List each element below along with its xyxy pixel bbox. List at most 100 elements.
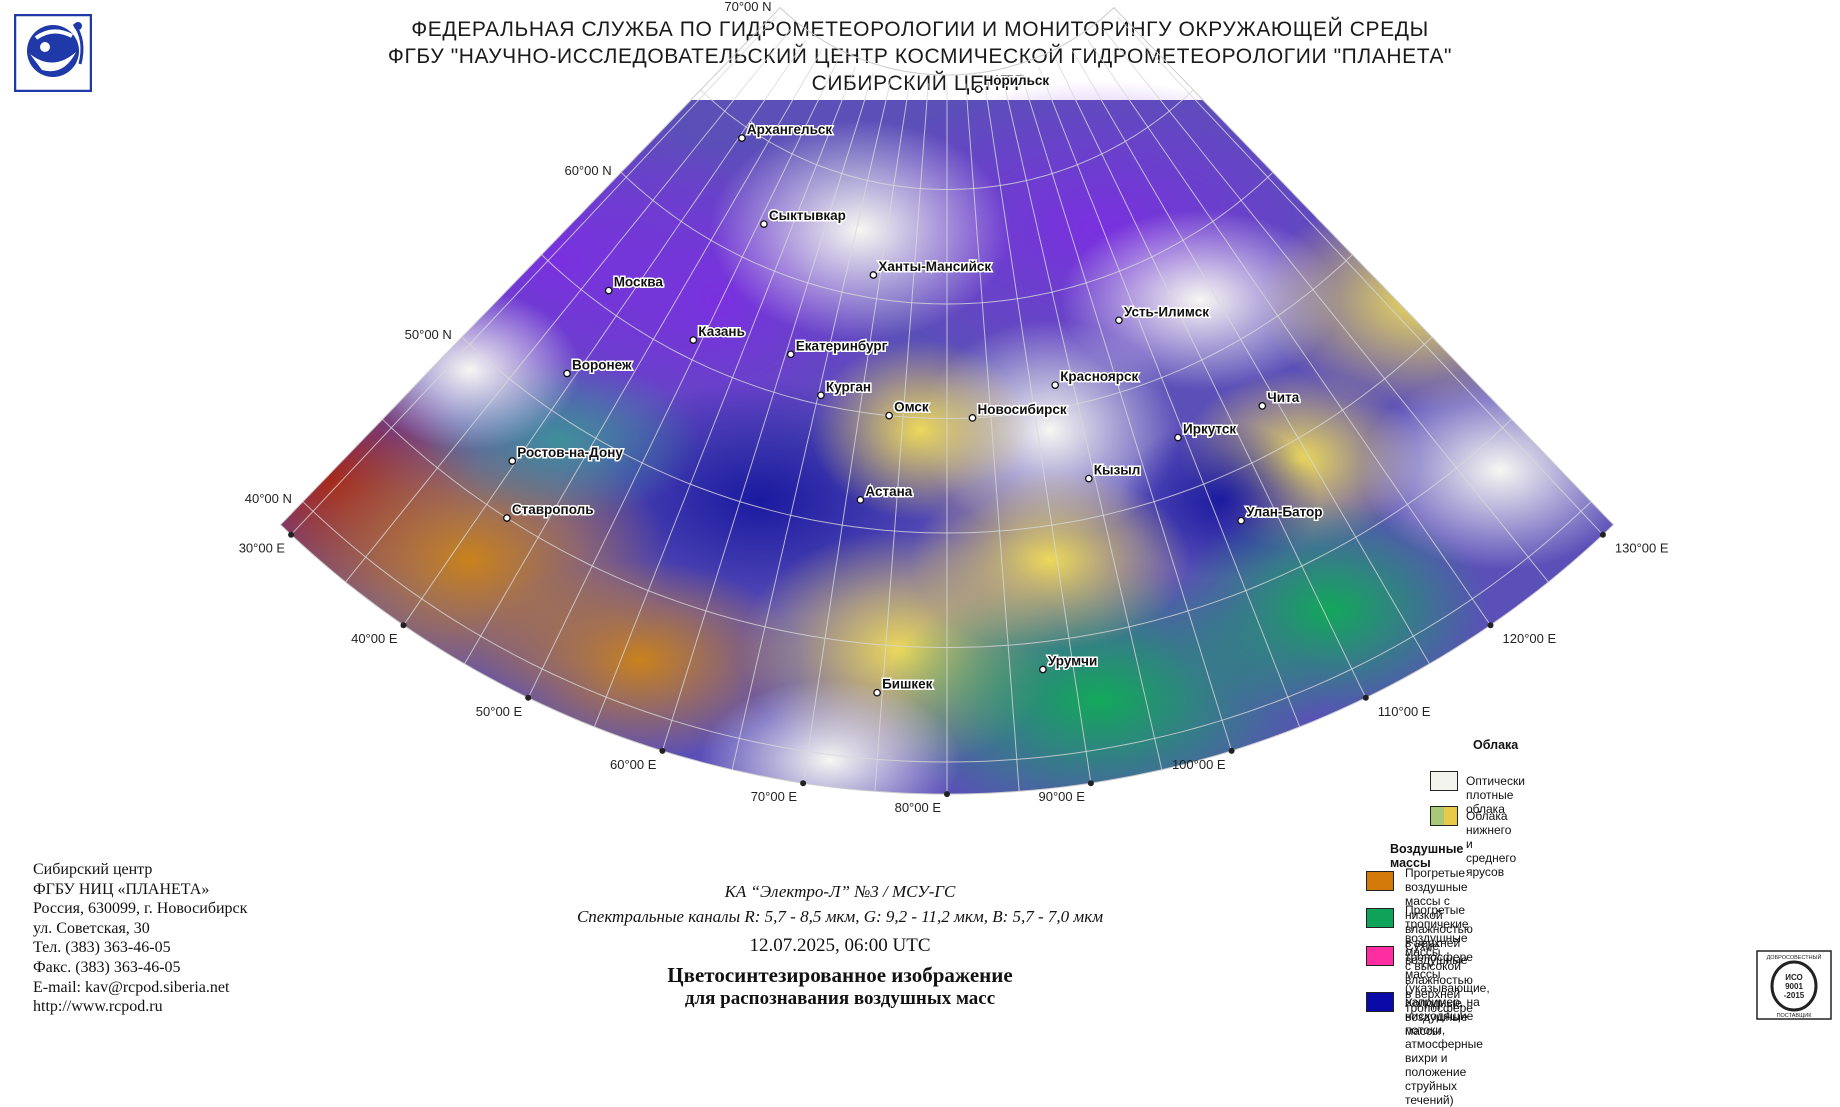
meridian-line — [1087, 40, 1491, 626]
longitude-tick — [944, 791, 950, 798]
meridian-line — [1071, 50, 1430, 665]
meridian-line — [464, 50, 823, 665]
meridian-line — [345, 28, 792, 583]
legend-label: Прогретые воздушные массы с низкой влажно… — [1405, 866, 1473, 964]
city-marker: Архангельск — [738, 121, 834, 142]
latitude-label: 40°00 N — [245, 491, 292, 506]
city-dot — [786, 350, 795, 359]
graticule-labels: 70°00 N 60°00 N 50°00 N 40°00 N 30°00 E 40°00… — [239, 0, 1669, 815]
map-imagery — [280, 80, 1614, 795]
city-dot — [503, 514, 511, 522]
legend-swatch-low-clouds — [1430, 806, 1458, 826]
image-title: Цветосинтезированное изображение — [667, 963, 1013, 987]
contact-address: Сибирский центр ФГБУ НИЦ «ПЛАНЕТА» Росси… — [33, 860, 247, 1017]
city-marker: Ростов-на-Дону — [508, 444, 625, 465]
legend-air-title: Воздушные массы — [1390, 842, 1464, 870]
city-label: Кызыл — [1094, 463, 1141, 478]
city-marker: Усть-Илимск — [1115, 303, 1211, 325]
legend-label: Облака нижнего и среднего ярусов — [1466, 809, 1517, 879]
meridian-line — [983, 81, 1092, 784]
city-label: Красноярск — [1060, 369, 1138, 384]
longitude-tick — [1599, 531, 1606, 538]
longitude-tick — [800, 780, 807, 787]
legend-swatch-dry-air — [1366, 946, 1394, 966]
address-line: Сибирский центр — [33, 861, 153, 878]
meridian-line — [1020, 72, 1233, 752]
city-marker: Новосибирск — [968, 400, 1068, 422]
city-label: Воронеж — [572, 358, 632, 373]
address-line: ФГБУ НИЦ «ПЛАНЕТА» — [33, 880, 210, 898]
city-label: Новосибирск — [978, 402, 1067, 417]
website-link[interactable]: http://www.rcpod.ru — [33, 998, 163, 1016]
city-label: Урумчи — [1048, 654, 1097, 669]
meridian-line — [593, 66, 856, 728]
latitude-label: 60°00 N — [564, 163, 611, 178]
legend-swatch-warm-tropical — [1366, 908, 1394, 928]
parallel-line — [779, 7, 1115, 76]
city-label: Усть-Илимск — [1124, 304, 1209, 319]
city-marker: Омск — [885, 398, 930, 420]
city-marker: Ставрополь — [503, 501, 595, 522]
city-label: Омск — [894, 400, 929, 415]
city-label: Иркутск — [1183, 422, 1236, 437]
header-line-1: ФЕДЕРАЛЬНАЯ СЛУЖБА ПО ГИДРОМЕТЕОРОЛОГИИ … — [411, 18, 1429, 41]
city-marker: Астана — [856, 482, 914, 504]
city-dot — [1115, 316, 1123, 325]
city-marker: Курган — [817, 378, 873, 400]
longitude-label: 60°00 E — [610, 757, 657, 772]
city-dot — [1258, 402, 1267, 410]
meridian-line — [527, 58, 839, 699]
city-dot — [1174, 433, 1182, 442]
city-marker: Бишкек — [873, 675, 934, 697]
legend-label: Холодные воздушные массы — [1405, 996, 1468, 1038]
city-dot — [508, 457, 517, 465]
city-marker: Ханты-Мансийск — [869, 258, 993, 279]
city-label: Казань — [698, 324, 745, 339]
legend-label: Оптически плотные облака — [1466, 774, 1525, 816]
longitude-label: 40°00 E — [351, 631, 398, 646]
city-label: Чита — [1267, 390, 1299, 405]
city-label: Ставрополь — [512, 502, 594, 517]
longitude-tick — [659, 747, 666, 754]
city-marker: Сыктывкар — [760, 207, 847, 228]
city-dot — [1084, 474, 1093, 483]
meridian-line — [1117, 16, 1604, 536]
spectral-channels: Спектральные каналы R: 5,7 - 8,5 мкм, G:… — [576, 907, 1104, 926]
latitude-label: 50°00 N — [405, 327, 452, 342]
city-dot — [873, 688, 881, 697]
longitude-tick — [1228, 747, 1235, 754]
meridian-line — [1055, 58, 1367, 699]
longitude-tick — [1087, 780, 1094, 787]
longitude-label: 70°00 E — [751, 789, 798, 804]
city-label: Норильск — [984, 73, 1050, 88]
svg-text:9001: 9001 — [1785, 982, 1803, 991]
email-link[interactable]: E-mail: kav@rcpod.siberia.net — [33, 978, 230, 996]
city-dot — [968, 414, 977, 422]
city-dot — [1051, 381, 1060, 389]
satellite-map[interactable]: 70°00 N 60°00 N 50°00 N 40°00 N 30°00 E 40°00… — [0, 0, 1840, 1035]
meridian-line — [874, 83, 929, 792]
city-label: Ханты-Мансийск — [878, 259, 991, 274]
city-label: Улан-Батор — [1246, 505, 1322, 520]
iso-certification-badge: ДОБРОСОВЕСТНЫЙ ИСО 9001 -2015 ПОСТАВЩИК — [1756, 950, 1832, 1020]
city-dot — [604, 286, 613, 295]
meridian-line — [965, 83, 1020, 792]
svg-text:ПОСТАВЩИК: ПОСТАВЩИК — [1777, 1013, 1813, 1019]
city-marker: Норильск — [974, 72, 1051, 93]
longitude-tick — [525, 694, 532, 701]
meridian-line — [1002, 77, 1163, 770]
longitude-label: 100°00 E — [1172, 757, 1226, 772]
header-line-3: СИБИРСКИЙ ЦЕНТР — [811, 72, 1029, 95]
longitude-label: 130°00 E — [1615, 541, 1669, 556]
longitude-label: 110°00 E — [1378, 704, 1431, 719]
legend-swatch-warm-dry — [1366, 871, 1394, 891]
map-border — [279, 6, 1615, 795]
city-label: Архангельск — [747, 122, 833, 137]
legend-label: Прогретые тропичекие воздушные массы с вы… — [1405, 903, 1473, 1015]
meridian-line — [1102, 28, 1549, 583]
satellite-name: КА “Электро-Л” №3 / МСУ-ГС — [724, 882, 956, 901]
city-dot — [974, 85, 983, 93]
longitude-label: 120°00 E — [1503, 631, 1557, 646]
legend-clouds-title: Облака — [1473, 738, 1519, 752]
longitude-label: 80°00 E — [895, 800, 942, 815]
